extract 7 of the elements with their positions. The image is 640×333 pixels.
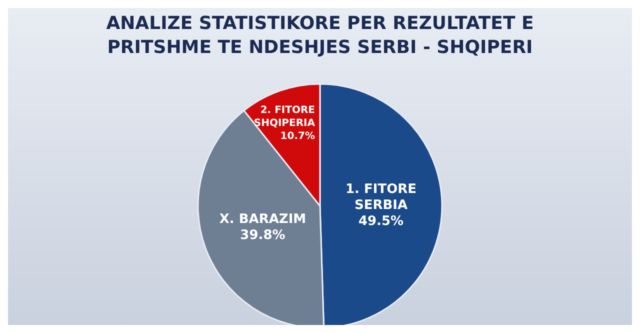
data-label: 10.7% <box>280 130 315 142</box>
slice-label: X. BARAZIM <box>219 212 306 227</box>
slice-label: 2. FITORE SHQIPERIA <box>254 104 316 129</box>
data-label: 39.8% <box>240 228 286 243</box>
data-label: 49.5% <box>358 214 404 229</box>
slice-label: 1. FITORE SERBIA <box>345 182 417 213</box>
chart-title: ANALIZE STATISTIKORE PER REZULTATET E PRITSHME TE NDESHJES SERBI - SHQIPERI <box>105 12 535 60</box>
